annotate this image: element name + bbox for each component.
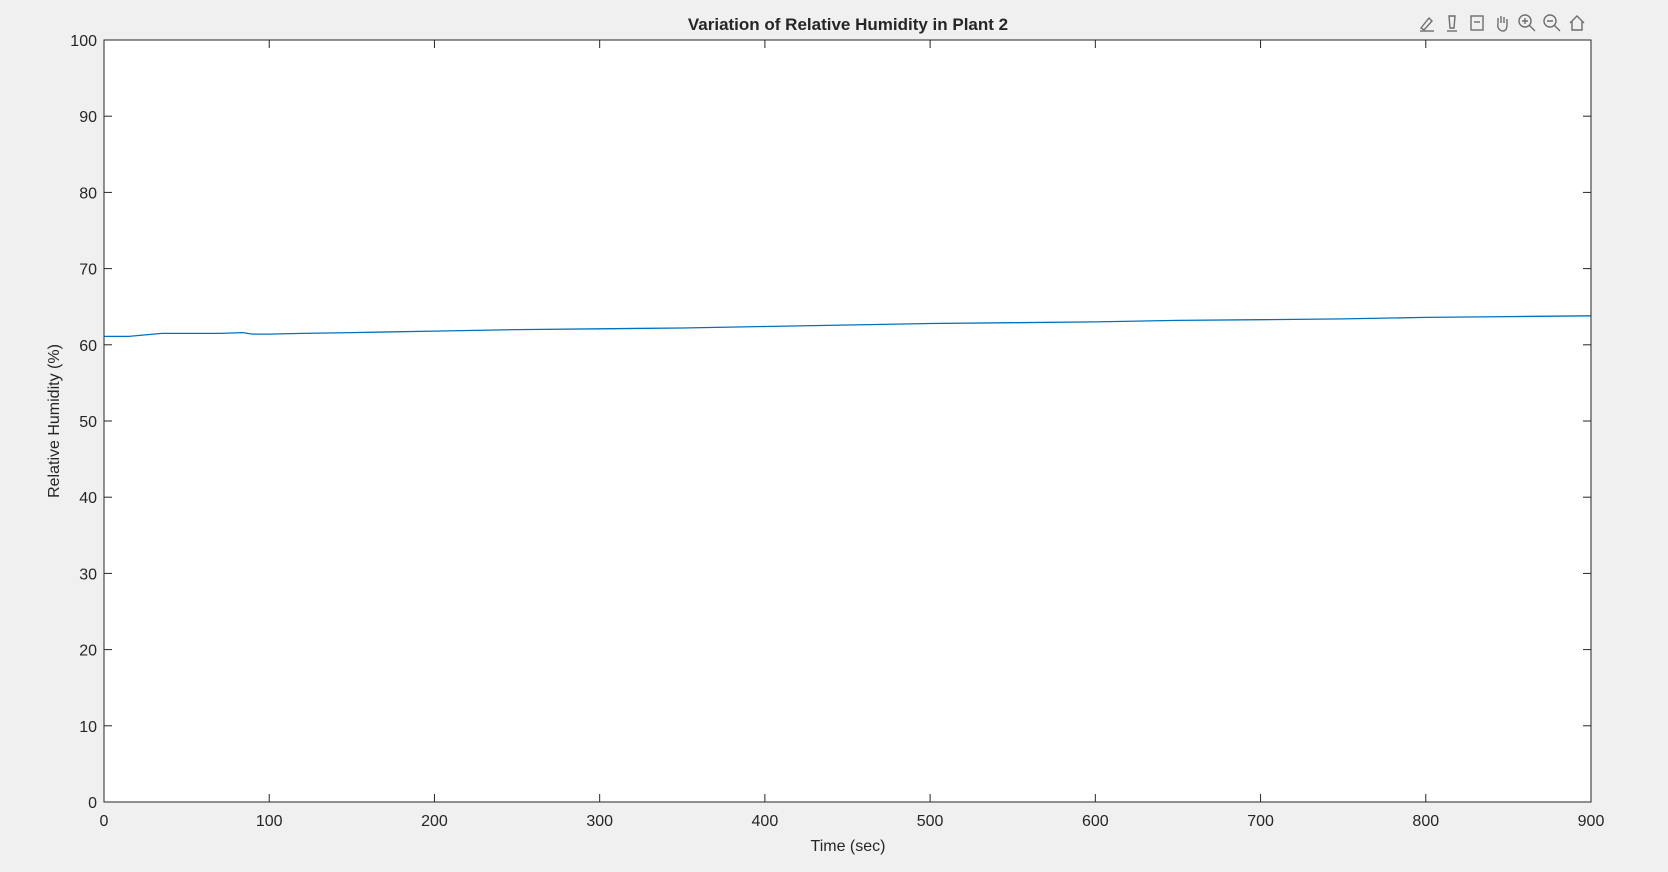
y-tick-label: 100 — [70, 33, 97, 50]
x-tick-label: 700 — [1247, 813, 1274, 830]
x-tick-label: 900 — [1578, 813, 1605, 830]
axes-toolbar — [1416, 12, 1588, 34]
y-tick-label: 0 — [88, 795, 97, 812]
y-tick-label: 80 — [79, 185, 97, 202]
x-axis-label: Time (sec) — [811, 838, 886, 855]
y-tick-label: 40 — [79, 490, 97, 507]
data-tips-icon[interactable] — [1441, 12, 1463, 34]
axes-box — [103, 39, 1592, 803]
x-tick-label: 200 — [421, 813, 448, 830]
zoom-out-icon[interactable] — [1541, 12, 1563, 34]
datatip-icon[interactable] — [1466, 12, 1488, 34]
y-tick-label: 60 — [79, 338, 97, 355]
y-tick-label: 10 — [79, 719, 97, 736]
pan-icon[interactable] — [1491, 12, 1513, 34]
home-icon[interactable] — [1566, 12, 1588, 34]
series-line[interactable] — [104, 315, 1592, 338]
y-tick-label: 30 — [79, 566, 97, 583]
plot-area[interactable] — [104, 40, 1591, 802]
x-tick-label: 100 — [256, 813, 283, 830]
x-tick-label: 500 — [917, 813, 944, 830]
y-tick-label: 20 — [79, 643, 97, 660]
y-axis-label: Relative Humidity (%) — [46, 344, 63, 498]
x-tick-label: 800 — [1412, 813, 1439, 830]
x-tick-label: 0 — [100, 813, 109, 830]
x-tick-label: 400 — [752, 813, 779, 830]
chart-title: Variation of Relative Humidity in Plant … — [688, 15, 1008, 34]
brush-icon[interactable] — [1416, 12, 1438, 34]
zoom-in-icon[interactable] — [1516, 12, 1538, 34]
y-tick-label: 70 — [79, 262, 97, 279]
y-tick-label: 90 — [79, 109, 97, 126]
x-tick-label: 600 — [1082, 813, 1109, 830]
y-tick-label: 50 — [79, 414, 97, 431]
x-tick-label: 300 — [586, 813, 613, 830]
